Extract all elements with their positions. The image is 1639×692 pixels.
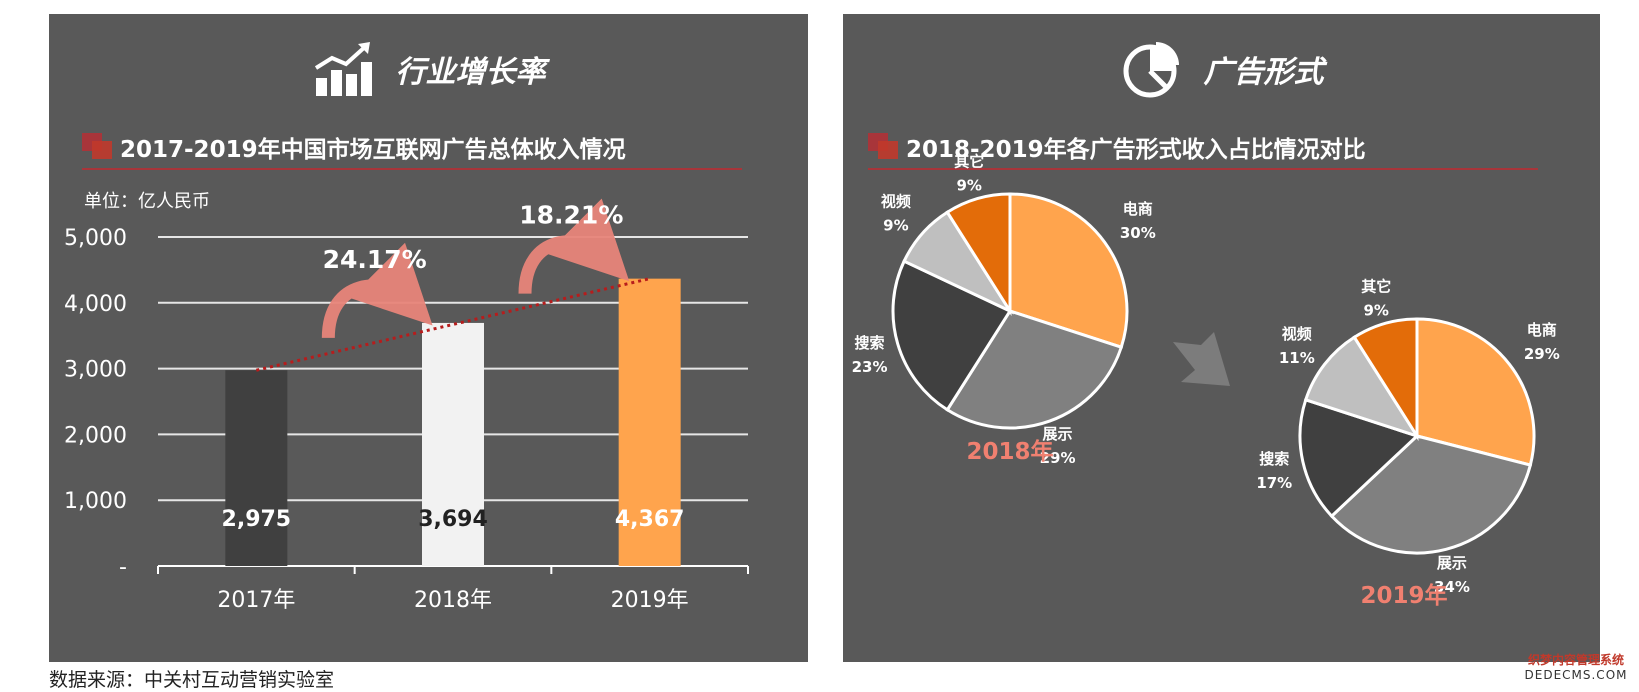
revenue-bar-chart: - 1,000 2,000 3,000 4,000 5,000 2,975 2017年 3,69… xyxy=(64,198,749,613)
y-tick-label: 2,000 xyxy=(64,423,127,448)
trend-line xyxy=(255,277,651,372)
source-note: 数据来源：中关村互动营销实验室 xyxy=(49,669,335,691)
growth-arrow xyxy=(321,242,433,339)
bar-value-label: 2,975 xyxy=(222,507,292,532)
bar xyxy=(618,278,681,566)
y-tick-label: 4,000 xyxy=(64,292,127,317)
pie-slice-name: 电商 xyxy=(1123,200,1153,218)
pie-slice-value-label: 17% xyxy=(1256,474,1292,492)
y-tick-label: 1,000 xyxy=(64,489,127,514)
bar-value-label: 3,694 xyxy=(418,507,488,532)
pie-slice-name: 视频 xyxy=(881,192,911,210)
pie-slice-value-label: 9% xyxy=(956,177,981,195)
pie-slice-name: 视频 xyxy=(1282,325,1312,343)
x-tick-label: 2017年 xyxy=(217,588,295,613)
pie-slice xyxy=(1298,397,1420,519)
subtitle-divider xyxy=(868,168,1538,170)
growth-panel-header: 行业增长率 xyxy=(49,40,808,98)
pie-chart-icon xyxy=(1123,42,1179,98)
pie-slice-name: 电商 xyxy=(1527,321,1557,339)
pie-slice xyxy=(1329,434,1533,555)
pie-slice xyxy=(1303,335,1421,439)
pie-slice xyxy=(945,309,1124,430)
pie-slice xyxy=(1415,317,1536,467)
pie-slice xyxy=(1008,192,1129,350)
y-tick-label: 5,000 xyxy=(64,226,127,251)
pie-slice-name: 其它 xyxy=(954,153,984,171)
pie-slice-value-label: 34% xyxy=(1434,578,1470,596)
pie-slice-value-label: 29% xyxy=(1524,345,1560,363)
watermark-line1: 织梦内容管理系统 xyxy=(1527,653,1624,667)
growth-rate-label: 24.17% xyxy=(323,245,427,274)
comparison-arrow-icon xyxy=(1173,332,1230,386)
growth-panel-title: 行业增长率 xyxy=(395,55,546,90)
pie-slice-value-label: 30% xyxy=(1120,224,1156,242)
bar xyxy=(225,370,288,566)
pie-slice-name: 展示 xyxy=(1043,425,1073,443)
bar-growth-icon xyxy=(314,42,372,96)
pie-chart-title: 2018-2019年各广告形式收入占比情况对比 xyxy=(906,137,1366,163)
y-tick-label: - xyxy=(119,555,127,580)
bar-chart-subtitle-bar: 2017-2019年中国市场互联网广告总体收入情况 xyxy=(82,125,742,170)
pie-slice-name: 搜索 xyxy=(1259,450,1289,468)
x-tick-label: 2018年 xyxy=(414,588,492,613)
pie-slice xyxy=(1352,317,1419,442)
pie-slice-value-label: 9% xyxy=(1363,302,1388,320)
pie-slice-value-label: 9% xyxy=(883,216,908,234)
pie-slice-value-label: 23% xyxy=(852,358,888,376)
pie-slice-name: 搜索 xyxy=(855,334,885,352)
bar-chart-title: 2017-2019年中国市场互联网广告总体收入情况 xyxy=(120,137,626,163)
ad-format-panel-header: 广告形式 xyxy=(843,40,1600,98)
square-marker-icon xyxy=(82,133,112,159)
y-tick-label: 3,000 xyxy=(64,358,127,383)
pie-year-label: 2018年 xyxy=(966,438,1053,465)
ad-format-panel: 广告形式 2018-2019年各广告形式收入占比情况对比 电商 30% 展示 29% 搜… xyxy=(843,14,1600,662)
ad-format-panel-title: 广告形式 xyxy=(1203,55,1324,90)
watermark-line2: DEDECMS.COM xyxy=(1524,668,1628,682)
unit-label: 单位：亿人民币 xyxy=(84,191,210,212)
growth-rate-label: 18.21% xyxy=(519,201,623,230)
pie-slice-name: 展示 xyxy=(1437,554,1467,572)
pie-slice-value-label: 29% xyxy=(1040,449,1076,467)
bar-value-label: 4,367 xyxy=(615,507,685,532)
growth-arrow xyxy=(518,198,630,294)
x-tick-label: 2019年 xyxy=(611,588,689,613)
ad-format-pie-charts: 电商 30% 展示 29% 搜索 23% 视频 9% 其它 9% 2018年 电商 29% 展示 34% 搜索… xyxy=(852,153,1560,609)
pie-slice-name: 其它 xyxy=(1361,278,1391,296)
pie-chart-subtitle-bar: 2018-2019年各广告形式收入占比情况对比 xyxy=(868,125,1538,170)
subtitle-divider xyxy=(82,168,742,170)
growth-panel: 行业增长率 2017-2019年中国市场互联网广告总体收入情况 单位：亿人民币 … xyxy=(49,14,808,662)
bar xyxy=(422,322,484,566)
pie-year-label: 2019年 xyxy=(1360,582,1447,609)
watermark: 织梦内容管理系统 DEDECMS.COM xyxy=(1521,653,1631,687)
pie-slice-value-label: 11% xyxy=(1279,349,1315,367)
pie-slice xyxy=(945,192,1012,317)
square-marker-icon xyxy=(868,133,898,159)
